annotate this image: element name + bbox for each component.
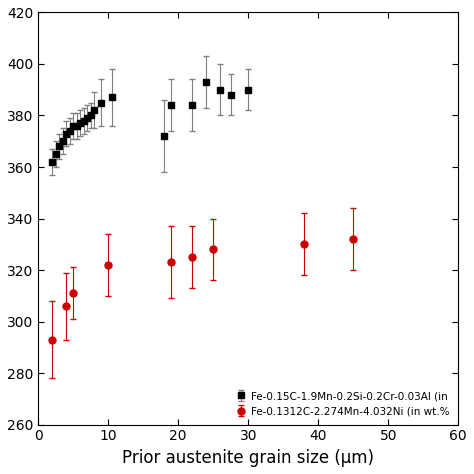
X-axis label: Prior austenite grain size (μm): Prior austenite grain size (μm) — [122, 449, 374, 467]
Legend: Fe-0.15C-1.9Mn-0.2Si-0.2Cr-0.03Al (in, Fe-0.1312C-2.274Mn-4.032Ni (in wt.%: Fe-0.15C-1.9Mn-0.2Si-0.2Cr-0.03Al (in, F… — [233, 388, 453, 419]
